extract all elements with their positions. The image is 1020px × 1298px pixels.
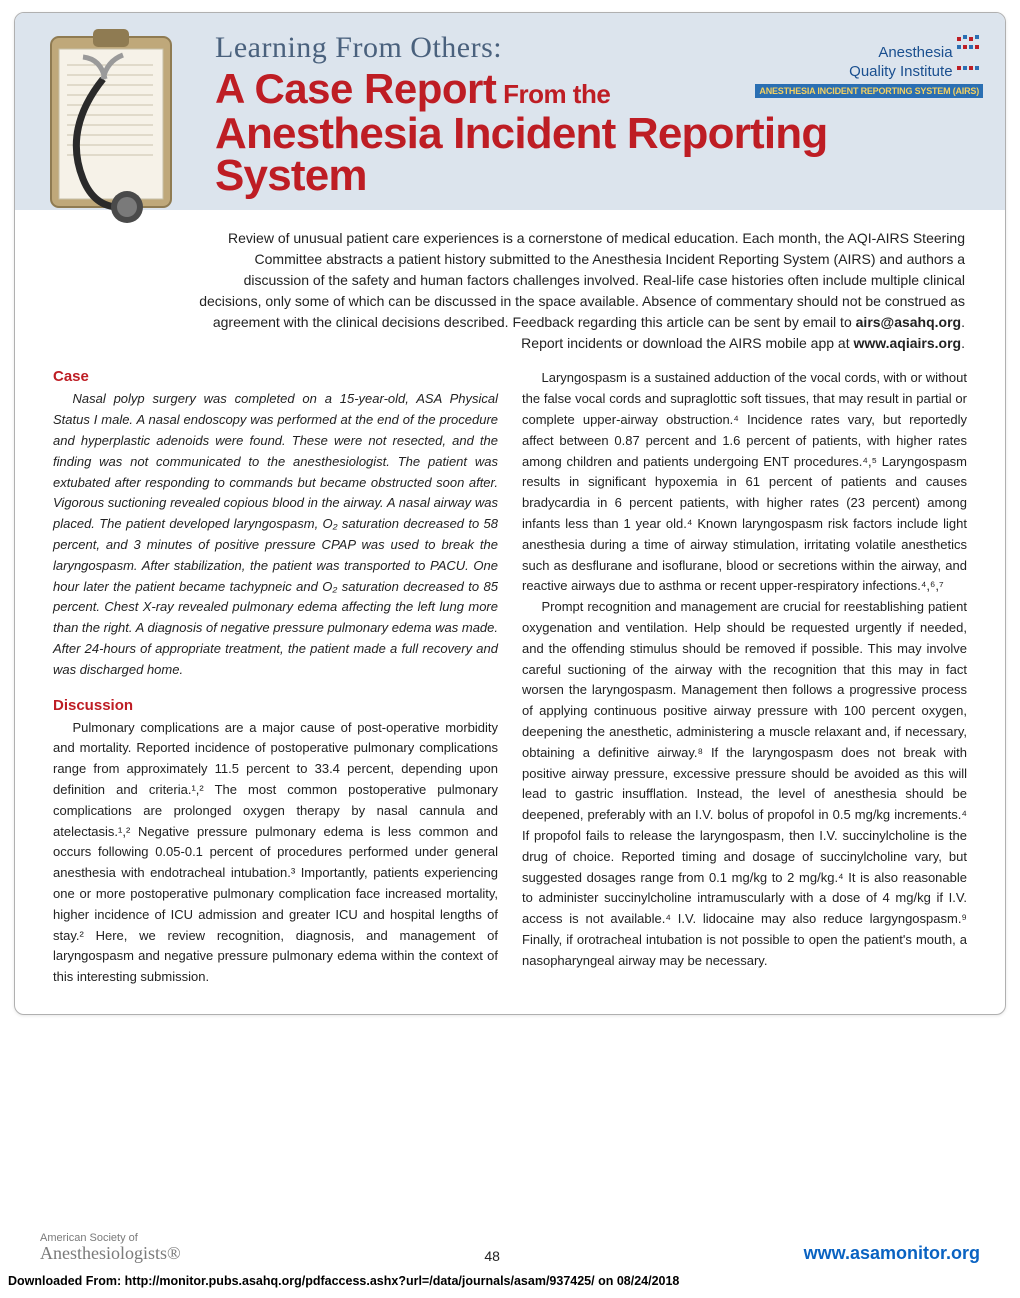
discussion-heading: Discussion	[53, 697, 498, 714]
site-url: www.asamonitor.org	[804, 1243, 980, 1264]
aqi-logo-block: Anesthesia Quality Institute	[755, 35, 983, 99]
discussion-right: Laryngospasm is a sustained adduction of…	[522, 368, 967, 971]
discussion-right-para1: Laryngospasm is a sustained adduction of…	[522, 368, 967, 597]
intro-text-c: .	[961, 335, 965, 351]
right-column: Laryngospasm is a sustained adduction of…	[522, 368, 967, 988]
discussion-left-para: Pulmonary complications are a major caus…	[53, 718, 498, 988]
aqi-sub-banner: ANESTHESIA INCIDENT REPORTING SYSTEM (AI…	[755, 84, 983, 98]
page-number: 48	[484, 1248, 500, 1264]
title-line2: Anesthesia Incident Reporting System	[215, 113, 985, 197]
article-card: Anesthesia Quality Institute	[14, 12, 1006, 1015]
aqi-line2: Quality Institute	[849, 64, 952, 81]
title-line1-b: From the	[496, 79, 610, 109]
case-heading: Case	[53, 368, 498, 385]
aqi-squares-icon-2	[957, 62, 983, 76]
header-band: Anesthesia Quality Institute	[15, 13, 1005, 210]
intro-text-a: Review of unusual patient care experienc…	[199, 230, 965, 330]
clipboard-stethoscope-illustration	[23, 12, 203, 249]
intro-url: www.aqiairs.org	[853, 335, 961, 351]
asa-line2: Anesthesiologists®	[40, 1244, 181, 1264]
case-text: Nasal polyp surgery was completed on a 1…	[53, 389, 498, 680]
case-paragraph: Nasal polyp surgery was completed on a 1…	[53, 389, 498, 680]
asa-logo: American Society of Anesthesiologists®	[40, 1232, 181, 1264]
discussion-right-para2: Prompt recognition and management are cr…	[522, 597, 967, 971]
aqi-line1: Anesthesia	[878, 45, 952, 62]
intro-email: airs@asahq.org	[856, 314, 961, 330]
left-column: Case Nasal polyp surgery was completed o…	[53, 368, 498, 988]
download-line: Downloaded From: http://monitor.pubs.asa…	[8, 1274, 679, 1288]
page-footer: American Society of Anesthesiologists® 4…	[0, 1232, 1020, 1264]
aqi-squares-icon	[957, 35, 983, 57]
discussion-left: Pulmonary complications are a major caus…	[53, 718, 498, 988]
body-columns: Case Nasal polyp surgery was completed o…	[15, 364, 1005, 1014]
title-line1-a: A Case Report	[215, 65, 496, 112]
